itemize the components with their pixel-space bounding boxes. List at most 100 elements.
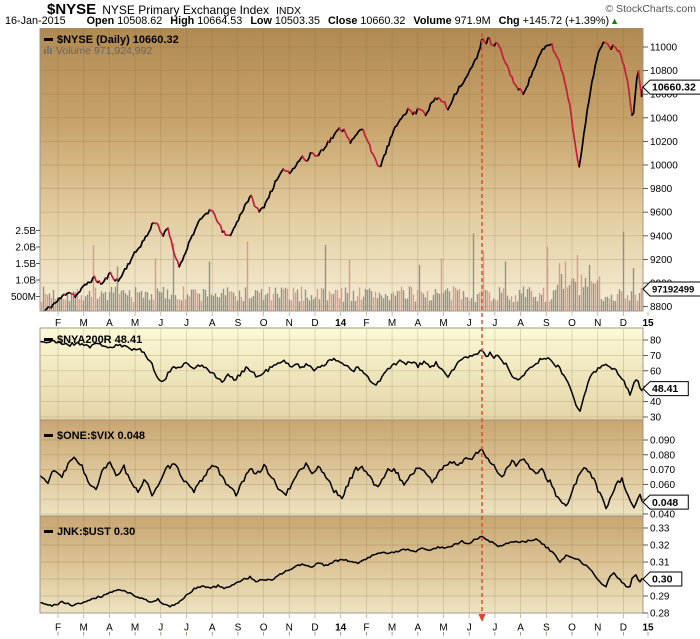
volume-bar	[194, 289, 197, 311]
volume-bar	[406, 298, 409, 311]
volume-bar	[426, 291, 429, 311]
month-label: A	[106, 623, 113, 634]
volume-bar	[266, 293, 269, 311]
volume-bar	[418, 264, 421, 311]
volume-bar	[410, 287, 413, 311]
month-label: S	[543, 623, 550, 634]
volume-bar	[444, 289, 447, 311]
volume-bar	[142, 297, 145, 311]
volume-bar	[500, 292, 503, 311]
price-line-down	[282, 168, 291, 175]
month-label: D	[311, 318, 318, 329]
volume-bar	[192, 289, 195, 311]
month-label: M	[388, 623, 396, 634]
volume-bar	[504, 261, 507, 311]
month-label: N	[594, 318, 601, 329]
month-label: J	[467, 623, 472, 634]
volume-bar	[536, 301, 539, 311]
volume-bar	[220, 293, 223, 311]
volume-bar	[586, 286, 589, 311]
volume-bar	[572, 278, 575, 311]
volume-bar	[122, 290, 125, 311]
month-label: F	[363, 623, 369, 634]
volume-bar	[290, 300, 293, 311]
price-line-up	[288, 155, 304, 175]
month-label: J	[492, 623, 497, 634]
volume-bar	[442, 292, 445, 311]
volume-bar	[408, 286, 411, 311]
volume-bar	[452, 286, 455, 311]
volume-bar	[96, 299, 99, 311]
volume-bar	[120, 290, 123, 311]
volume-bar	[228, 291, 231, 311]
price-line-up	[229, 194, 253, 237]
volume-bar	[236, 300, 239, 311]
volume-bar	[534, 296, 537, 311]
volume-bar	[614, 301, 617, 311]
volume-bar	[460, 299, 463, 311]
volume-bar	[352, 290, 355, 311]
price-line-up	[640, 86, 643, 98]
volume-bar	[230, 291, 233, 311]
volume-bar	[338, 298, 341, 311]
volume-glyph-icon	[44, 49, 46, 54]
volume-bar	[80, 295, 83, 311]
volume-label: Volume	[413, 15, 452, 27]
volume-axis: 2.5B 2.0B 1.5B 1.0B 500M	[11, 226, 40, 303]
volume-bar	[596, 280, 599, 311]
y-tick-label: 0.080	[650, 450, 675, 461]
y-tick-label: 0.070	[650, 465, 675, 476]
volume-bar	[358, 287, 361, 311]
legend-nya200r: $NYA200R 48.41	[44, 334, 142, 346]
panel-background-jnk_ust	[39, 515, 644, 614]
volume-bar	[240, 297, 243, 311]
volume-bar	[238, 290, 241, 311]
panel-background-price	[39, 27, 644, 312]
gridlines-jnk_ust	[41, 517, 642, 612]
volume-bar	[170, 294, 173, 311]
price-line-up	[424, 96, 437, 117]
volume-bar	[190, 289, 193, 311]
price-line-up	[379, 107, 409, 168]
month-label: N	[594, 623, 601, 634]
volume-bar	[582, 287, 585, 311]
year-label: 14	[335, 623, 347, 634]
month-label: A	[414, 623, 421, 634]
one-vix-value-box: 0.048	[642, 494, 689, 510]
bottom-date-axis: F M A M J J A S O N D 14 F M A M J J A S O N D 15	[55, 613, 654, 636]
volume-bar	[570, 279, 573, 311]
volume-bar	[388, 300, 391, 311]
volume-bar	[462, 290, 465, 311]
volume-bar	[292, 287, 295, 311]
month-label: O	[568, 318, 576, 329]
volume-bar	[134, 287, 137, 311]
volume-bar	[546, 246, 549, 311]
volume-bar	[600, 299, 603, 311]
price-line-down	[407, 107, 414, 116]
volume-bar	[322, 288, 325, 311]
volume-bar	[478, 292, 481, 311]
volume-bar	[210, 294, 213, 311]
volume-bar	[328, 291, 331, 311]
price-line-down	[362, 128, 382, 168]
volume-bar	[434, 289, 437, 311]
gridlines-price	[41, 29, 642, 310]
volume-bar	[182, 286, 185, 311]
volume-bar	[590, 281, 593, 311]
volume-bar	[242, 301, 245, 311]
volume-bar	[566, 287, 569, 311]
volume-bar	[102, 293, 105, 311]
year-label: 15	[642, 318, 654, 329]
price-line-down	[437, 96, 449, 111]
volume-bar	[124, 293, 127, 311]
volume-bar	[632, 268, 635, 311]
exchange-label: INDX	[275, 5, 302, 17]
volume-bar	[212, 295, 215, 311]
volume-bar	[74, 292, 77, 311]
month-label: O	[568, 623, 576, 634]
volume-bar	[506, 295, 509, 311]
volume-bar	[94, 287, 97, 311]
volume-bar	[556, 284, 559, 311]
volume-bar	[360, 299, 363, 311]
